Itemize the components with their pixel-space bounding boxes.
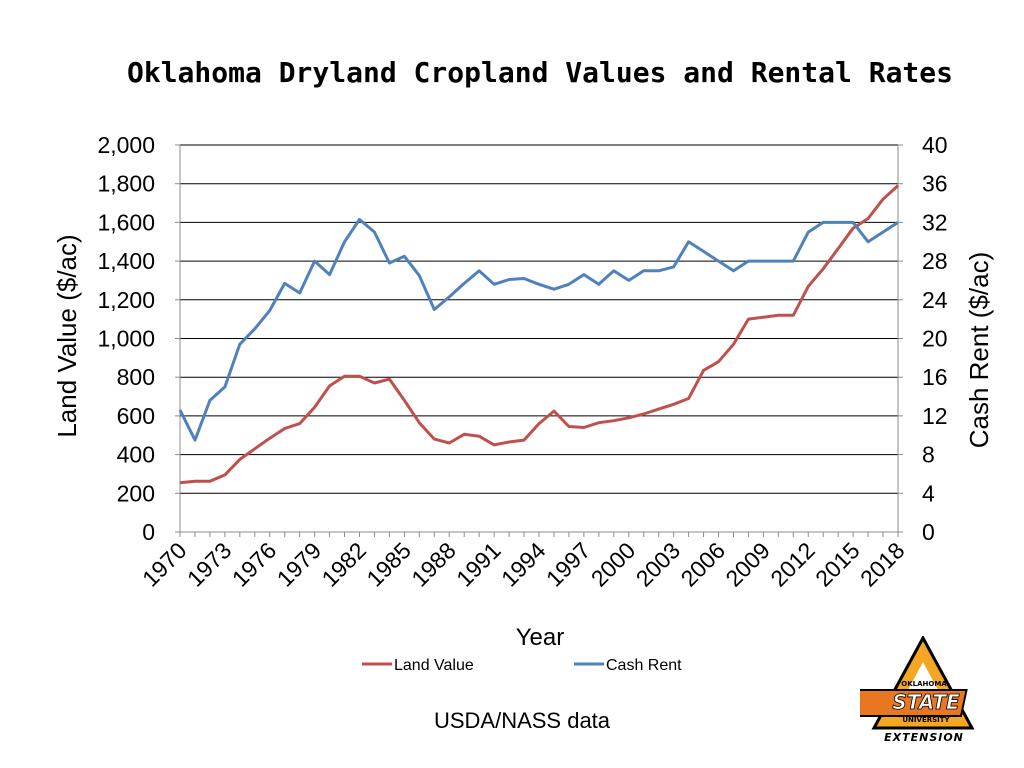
x-tick-label: 1973 (182, 537, 237, 592)
logo-line1: OKLAHOMA (901, 680, 947, 688)
logo-line2: STATE (892, 690, 960, 714)
x-tick-label: 2003 (631, 537, 686, 592)
logo-line3: UNIVERSITY (902, 716, 950, 724)
legend-label-land-value: Land Value (394, 657, 474, 674)
right-tick-label: 32 (922, 209, 948, 235)
left-tick-label: 1,600 (97, 209, 155, 235)
left-tick-label: 1,200 (97, 287, 155, 313)
legend: Land Value Cash Rent (362, 657, 682, 674)
left-tick-label: 400 (117, 442, 155, 468)
right-tick-label: 12 (922, 403, 948, 429)
x-tick-label: 1997 (541, 537, 596, 592)
left-tick-label: 1,400 (97, 248, 155, 274)
left-tick-label: 0 (142, 519, 155, 545)
gridlines (180, 144, 898, 494)
right-tick-label: 0 (922, 519, 935, 545)
x-tick-label: 1985 (361, 537, 416, 592)
right-tick-label: 24 (922, 287, 948, 313)
right-tick-label: 40 (922, 132, 948, 158)
left-tick-label: 1,800 (97, 171, 155, 197)
x-tick-label: 1982 (316, 537, 371, 592)
x-tick-label: 2018 (855, 537, 910, 592)
right-tick-label: 8 (922, 442, 935, 468)
chart-title: Oklahoma Dryland Cropland Values and Ren… (126, 56, 953, 89)
left-tick-label: 200 (117, 480, 155, 506)
left-tick-label: 1,000 (97, 326, 155, 352)
x-tick-label: 1979 (272, 537, 327, 592)
x-tick-label: 1970 (137, 537, 192, 592)
right-tick-label: 28 (922, 248, 948, 274)
right-tick-label: 16 (922, 364, 948, 390)
x-tick-label: 1976 (227, 537, 282, 592)
right-axis-ticks: 0 4 8 12 16 20 24 28 32 36 40 (898, 132, 948, 545)
x-tick-label: 1991 (451, 537, 506, 592)
right-tick-label: 4 (922, 480, 935, 506)
x-tick-label: 2006 (675, 537, 730, 592)
right-tick-label: 36 (922, 171, 948, 197)
left-axis-label: Land Value ($/ac) (52, 234, 82, 437)
right-tick-label: 20 (922, 326, 948, 352)
line-chart: 02004006008001,0001,2001,4001,6001,8002,… (52, 132, 994, 674)
x-tick-label: 1994 (496, 537, 551, 592)
osu-extension-logo: OKLAHOMA STATE UNIVERSITY EXTENSION (860, 636, 975, 744)
left-tick-label: 600 (117, 403, 155, 429)
right-axis-label: Cash Rent ($/ac) (964, 252, 994, 449)
x-tick-label: 1988 (406, 537, 461, 592)
series-line-cash-rent (178, 218, 899, 442)
left-tick-label: 800 (117, 364, 155, 390)
left-axis-ticks: 0 200 400 600 800 1,000 1,200 1,400 1,600 1,800 2,… (97, 132, 180, 545)
source-note: USDA/NASS data (433, 708, 611, 733)
x-tick-label: 2009 (720, 537, 775, 592)
x-tick-label: 2012 (765, 537, 820, 592)
x-axis-label: Year (516, 624, 565, 651)
series-line-land-value (179, 184, 900, 485)
series-lines (178, 184, 900, 485)
x-tick-label: 2000 (586, 537, 641, 592)
left-tick-label: 2,000 (97, 132, 155, 158)
logo-line4: EXTENSION (884, 731, 964, 744)
legend-label-cash-rent: Cash Rent (606, 657, 682, 674)
x-axis-ticks: 1970197319761979198219851988199119941997… (137, 532, 910, 592)
x-tick-label: 2015 (810, 537, 865, 592)
